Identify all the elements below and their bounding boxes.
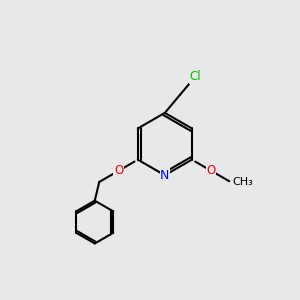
Text: O: O bbox=[207, 164, 216, 177]
Text: O: O bbox=[114, 164, 123, 177]
Text: N: N bbox=[160, 169, 170, 182]
Text: Cl: Cl bbox=[190, 70, 201, 83]
Text: CH₃: CH₃ bbox=[232, 177, 253, 187]
